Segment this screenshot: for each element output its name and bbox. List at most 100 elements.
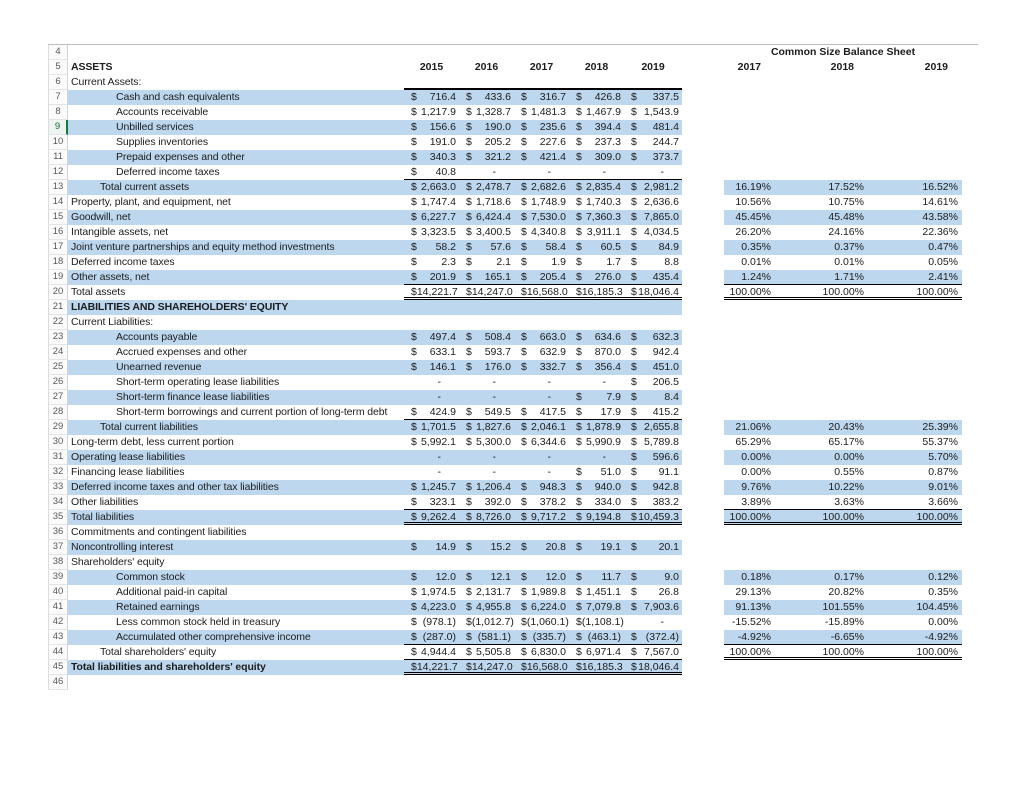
row-label-cell[interactable]: Total assets [71, 286, 126, 298]
percent-cell[interactable]: 0.35% [741, 241, 771, 253]
percent-cell[interactable] [775, 300, 868, 315]
money-cell[interactable]: $7,903.6 [624, 600, 682, 615]
percent-cell[interactable] [724, 360, 775, 375]
money-cell[interactable]: $84.9 [624, 240, 682, 255]
money-cell[interactable]: $5,992.1 [404, 435, 459, 450]
percent-cell[interactable]: 0.00% [834, 451, 864, 463]
percent-cell[interactable] [775, 540, 868, 555]
common-size-year-header[interactable]: 2018 [830, 61, 854, 73]
percent-cell[interactable] [868, 540, 962, 555]
row-header-24[interactable]: 24 [48, 345, 68, 360]
row-label-cell[interactable]: Short-term borrowings and current portio… [116, 406, 388, 418]
row-label-cell[interactable]: LIABILITIES AND SHAREHOLDERS' EQUITY [71, 301, 289, 313]
percent-cell[interactable]: -4.92% [924, 631, 958, 643]
money-cell[interactable]: $2,636.6 [624, 195, 682, 210]
percent-cell[interactable] [868, 75, 962, 90]
money-cell[interactable]: $942.4 [624, 345, 682, 360]
money-cell[interactable]: $332.7 [514, 360, 569, 375]
percent-cell[interactable]: 100.00% [822, 286, 864, 298]
percent-cell[interactable]: 17.52% [828, 181, 864, 193]
percent-cell[interactable] [868, 135, 962, 150]
percent-cell[interactable]: 101.55% [822, 601, 864, 613]
money-cell[interactable]: $205.2 [459, 135, 514, 150]
money-cell[interactable] [569, 300, 624, 315]
row-header-28[interactable]: 28 [48, 405, 68, 420]
percent-cell[interactable]: 0.12% [928, 571, 958, 583]
percent-cell[interactable]: -15.89% [824, 616, 864, 628]
percent-cell[interactable] [868, 300, 962, 315]
money-cell[interactable]: $201.9 [404, 270, 459, 284]
percent-cell[interactable]: 20.43% [828, 421, 864, 433]
percent-cell[interactable]: 104.45% [916, 601, 958, 613]
percent-cell[interactable] [868, 375, 962, 390]
percent-cell[interactable] [724, 120, 775, 135]
money-cell[interactable]: $632.3 [624, 330, 682, 345]
money-cell[interactable]: $244.7 [624, 135, 682, 150]
row-label-cell[interactable]: Short-term operating lease liabilities [116, 376, 280, 388]
money-cell[interactable]: $165.1 [459, 270, 514, 284]
percent-cell[interactable] [775, 375, 868, 390]
money-cell[interactable]: $1,451.1 [569, 585, 624, 600]
percent-cell[interactable] [775, 135, 868, 150]
money-cell[interactable]: $ (1,012.7) [459, 615, 514, 630]
row-label-cell[interactable]: Unbilled services [116, 121, 194, 133]
money-cell[interactable]: - [404, 390, 459, 405]
money-cell[interactable]: $16,185.3 [569, 660, 624, 673]
money-cell[interactable]: $2,835.4 [569, 180, 624, 195]
percent-cell[interactable]: -6.65% [830, 631, 864, 643]
money-cell[interactable]: $8,726.0 [459, 510, 514, 523]
row-header-14[interactable]: 14 [48, 195, 68, 210]
row-header-43[interactable]: 43 [48, 630, 68, 645]
percent-cell[interactable]: 3.66% [928, 496, 958, 508]
percent-cell[interactable]: 29.13% [735, 586, 771, 598]
money-cell[interactable]: $415.2 [624, 405, 682, 419]
percent-cell[interactable]: 5.70% [928, 451, 958, 463]
row-header-32[interactable]: 32 [48, 465, 68, 480]
money-cell[interactable]: $1,827.6 [459, 420, 514, 435]
percent-cell[interactable]: 14.61% [922, 196, 958, 208]
money-cell[interactable]: $1,481.3 [514, 105, 569, 120]
row-label-cell[interactable]: Accounts payable [116, 331, 198, 343]
money-cell[interactable]: $20.8 [514, 540, 569, 555]
row-header-44[interactable]: 44 [48, 645, 68, 660]
row-header-17[interactable]: 17 [48, 240, 68, 255]
money-cell[interactable]: - [459, 450, 514, 465]
money-cell[interactable]: $435.4 [624, 270, 682, 284]
money-cell[interactable]: $373.7 [624, 150, 682, 165]
percent-cell[interactable] [775, 120, 868, 135]
money-cell[interactable]: $6,424.4 [459, 210, 514, 225]
percent-cell[interactable] [868, 330, 962, 345]
money-cell[interactable] [459, 300, 514, 315]
money-cell[interactable]: $424.9 [404, 405, 459, 419]
percent-cell[interactable] [724, 165, 775, 180]
money-cell[interactable] [459, 555, 514, 570]
row-label-cell[interactable]: Total current assets [100, 181, 190, 193]
percent-cell[interactable]: 0.87% [928, 466, 958, 478]
money-cell[interactable]: $1,206.4 [459, 480, 514, 495]
row-header-7[interactable]: 7 [48, 90, 68, 105]
money-cell[interactable]: $1,878.9 [569, 420, 624, 435]
row-header-27[interactable]: 27 [48, 390, 68, 405]
money-cell[interactable]: $2,981.2 [624, 180, 682, 195]
row-header-18[interactable]: 18 [48, 255, 68, 270]
money-cell[interactable] [569, 525, 624, 540]
row-header-29[interactable]: 29 [48, 420, 68, 435]
row-header-36[interactable]: 36 [48, 525, 68, 540]
percent-cell[interactable] [775, 360, 868, 375]
money-cell[interactable] [404, 675, 459, 690]
row-label-cell[interactable]: Deferred income taxes [71, 256, 175, 268]
money-cell[interactable]: $2,478.7 [459, 180, 514, 195]
row-label-cell[interactable] [68, 45, 404, 60]
row-header-19[interactable]: 19 [48, 270, 68, 285]
percent-cell[interactable]: 9.01% [928, 481, 958, 493]
percent-cell[interactable] [775, 75, 868, 90]
row-label-cell[interactable]: Current Assets: [71, 76, 142, 88]
money-cell[interactable]: $57.6 [459, 240, 514, 255]
money-cell[interactable] [514, 75, 569, 88]
percent-cell[interactable] [868, 660, 962, 675]
money-cell[interactable]: - [459, 465, 514, 480]
row-label-cell[interactable]: Total current liabilities [100, 421, 198, 433]
money-cell[interactable]: $1,748.9 [514, 195, 569, 210]
money-cell[interactable]: $6,344.6 [514, 435, 569, 450]
percent-cell[interactable]: 100.00% [916, 511, 958, 523]
